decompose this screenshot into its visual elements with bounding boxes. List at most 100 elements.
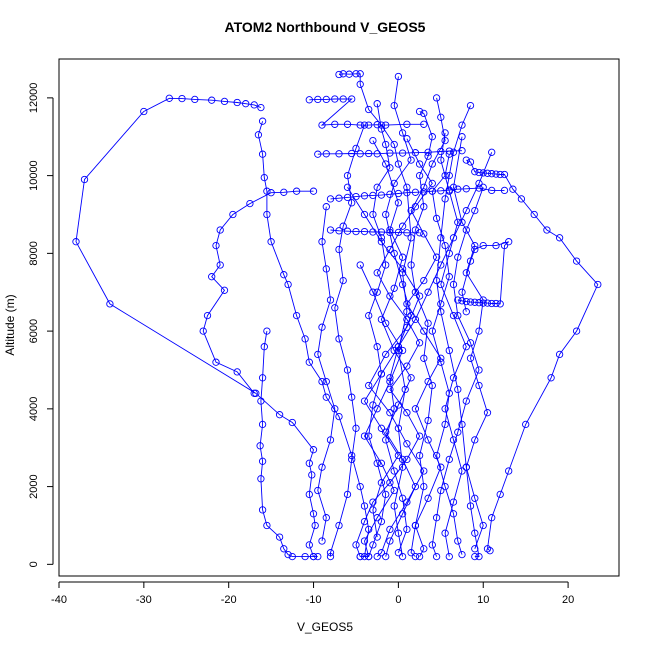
data-point (258, 420, 267, 429)
data-point (288, 418, 296, 427)
data-point (505, 467, 513, 475)
data-point (322, 95, 330, 104)
data-point (373, 183, 381, 191)
data-point (475, 327, 483, 335)
data-point (208, 96, 216, 104)
data-point (208, 273, 216, 281)
data-point (352, 424, 360, 432)
series-line (202, 190, 314, 394)
data-point (500, 241, 509, 250)
data-point (382, 261, 390, 269)
data-point (466, 298, 475, 306)
data-point (454, 311, 462, 320)
data-point (394, 549, 403, 557)
data-point (462, 269, 470, 277)
data-point (594, 280, 602, 289)
data-point (212, 241, 220, 250)
data-point (530, 210, 538, 219)
data-point (492, 241, 500, 250)
data-point (365, 121, 373, 129)
data-point (555, 234, 564, 242)
data-point (352, 227, 360, 236)
data-point (369, 210, 377, 219)
data-point (475, 366, 483, 374)
data-point (403, 120, 411, 128)
data-point (496, 300, 504, 308)
data-point (424, 377, 432, 386)
series-26 (437, 129, 470, 561)
data-point (398, 455, 407, 464)
data-point (309, 187, 318, 195)
data-point (437, 156, 445, 164)
data-point (420, 354, 428, 362)
data-point (322, 150, 330, 158)
data-point (462, 156, 470, 164)
data-point (191, 95, 199, 104)
data-point (420, 276, 428, 285)
series-12 (432, 101, 483, 561)
data-point (445, 249, 453, 258)
data-point (415, 432, 424, 440)
data-point (445, 455, 453, 464)
series-2 (254, 117, 373, 561)
series-line (385, 76, 412, 553)
data-point (311, 521, 319, 530)
data-point (403, 525, 411, 534)
data-point (437, 354, 445, 362)
data-point (377, 238, 386, 246)
data-point (471, 206, 479, 215)
data-point (390, 284, 398, 292)
series-line (372, 140, 416, 557)
data-point (398, 129, 407, 137)
data-point (335, 150, 343, 158)
data-point (492, 170, 500, 178)
y-tick-label: 6000 (28, 319, 40, 343)
data-point (394, 72, 403, 81)
data-point (377, 125, 386, 133)
data-point (365, 105, 373, 114)
data-point (403, 440, 411, 448)
data-point (437, 463, 445, 471)
data-point (428, 541, 436, 549)
data-point (377, 424, 386, 432)
data-point (314, 486, 322, 495)
data-point (390, 405, 398, 413)
data-point (466, 502, 475, 510)
y-axis-label: Altitude (m) (3, 294, 17, 356)
data-point (403, 183, 411, 191)
data-point (343, 366, 352, 374)
x-tick-label: 0 (395, 594, 401, 606)
data-point (522, 420, 530, 429)
data-point (216, 226, 224, 234)
data-point (492, 299, 500, 308)
data-point (403, 362, 411, 370)
data-point (369, 541, 377, 549)
series-19 (428, 183, 487, 561)
data-point (458, 147, 466, 155)
axes-layer: -40 -30 -20 -10 0 10 20 0 2000 4000 6000 8000 10000 1… (28, 58, 620, 606)
data-point (106, 300, 114, 308)
data-point (437, 308, 445, 316)
data-point (331, 304, 339, 312)
data-point (445, 171, 453, 180)
data-point (331, 120, 339, 128)
data-point (352, 541, 360, 549)
data-point (428, 160, 436, 168)
data-point (382, 319, 390, 327)
data-point (411, 226, 420, 234)
data-point (292, 187, 301, 195)
data-point (424, 152, 432, 160)
data-point (424, 416, 432, 425)
data-point (382, 121, 390, 129)
data-point (318, 463, 326, 471)
data-point (260, 173, 268, 182)
data-point (365, 149, 373, 158)
data-point (203, 311, 212, 320)
data-point (479, 296, 487, 304)
data-point (411, 552, 420, 561)
data-point (331, 405, 339, 413)
data-point (348, 393, 356, 401)
data-point (466, 101, 475, 110)
data-point (572, 257, 581, 265)
data-point (326, 296, 335, 304)
